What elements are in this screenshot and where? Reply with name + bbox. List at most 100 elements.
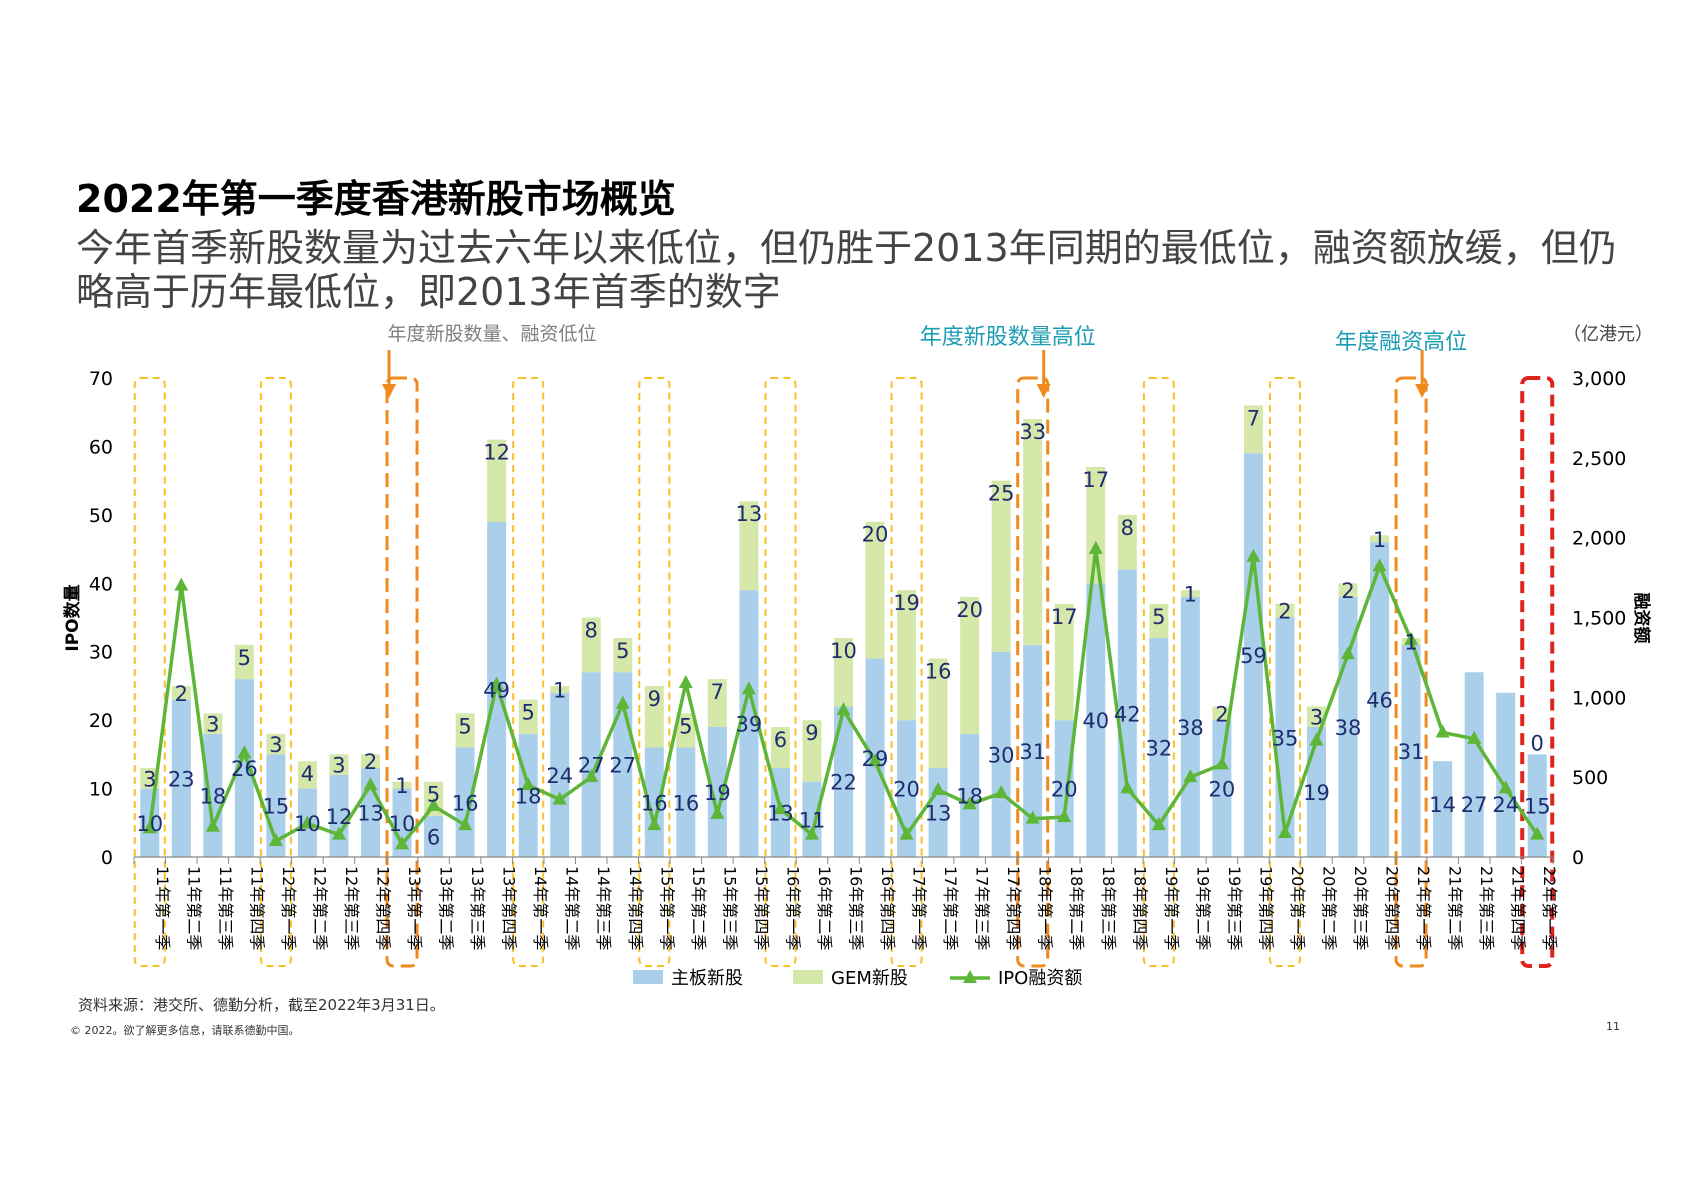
bar-gem [171,685,191,700]
main-board-value-label: 40 [1082,709,1109,733]
y2-tick-label: 1,500 [1572,608,1626,630]
ipo-amount-point [868,753,883,767]
annotation-label: 年度融资高位 [1335,330,1467,355]
ipo-amount-point [1309,732,1324,746]
x-tick-label: 12年第一季 [279,866,298,950]
gem-value-label: 7 [1247,406,1260,430]
main-board-value-label: 13 [767,802,794,826]
ipo-amount-point [836,702,851,716]
annotation-arrow-head [1036,384,1051,398]
annotation-label: 年度新股数量、融资低位 [388,323,597,345]
bar-gem [1086,466,1106,584]
bar-gem [1338,583,1358,597]
main-board-value-label: 38 [1177,716,1204,740]
bar-gem [455,713,475,748]
gem-value-label: 4 [301,762,314,786]
bar-main-board [234,679,254,857]
x-tick-label: 18年第二季 [1067,866,1086,950]
ipo-amount-point [489,676,504,690]
bar-gem [1117,514,1137,570]
gem-value-label: 1 [1184,583,1197,607]
bar-gem [1054,603,1074,721]
gem-value-label: 16 [925,660,952,684]
gem-value-label: 6 [774,728,787,752]
bar-gem [960,596,980,734]
y-tick-label: 30 [89,642,113,664]
main-board-value-label: 22 [830,771,857,795]
gem-value-label: 3 [206,713,219,737]
annotation-arrow-head [382,384,397,398]
bar-gem [234,644,254,680]
gem-value-label: 2 [175,682,188,706]
y-axis-title: IPO数量 [62,584,83,651]
gem-value-label: 10 [830,639,857,663]
bar-gem [739,501,759,591]
ipo-amount-point [1025,810,1040,824]
bar-gem [1149,603,1169,639]
main-board-value-label: 29 [862,747,889,771]
highlight-box [1016,376,1050,968]
ipo-amount-point [300,815,315,829]
bar-main-board [1054,720,1074,857]
x-tick-label: 15年第一季 [657,866,676,950]
ipo-amount-point [1435,724,1450,738]
highlight-box [638,377,671,967]
main-board-value-label: 13 [925,802,952,826]
bar-main-board [1338,596,1358,857]
bar-main-board [1023,644,1043,857]
ipo-amount-point [552,791,567,805]
ipo-amount-point [395,836,410,850]
x-tick-label: 13年第四季 [500,866,519,950]
main-board-value-label: 10 [294,812,321,836]
ipo-amount-point [584,769,599,783]
ipo-amount-point [804,826,819,840]
main-board-value-label: 27 [609,754,636,778]
y2-tick-label: 0 [1572,847,1584,869]
bar-gem [1023,419,1043,645]
bar-gem [581,617,601,673]
gem-value-label: 33 [1019,420,1046,444]
main-board-value-label: 30 [988,743,1015,767]
ipo-amount-point [678,674,693,688]
x-tick-label: 17年第四季 [1004,866,1023,950]
bar-main-board [707,726,727,857]
ipo-amount-point [1151,817,1166,831]
gem-value-label: 2 [364,750,377,774]
bar-gem [550,685,570,693]
x-tick-label: 20年第三季 [1351,866,1370,950]
gem-value-label: 3 [332,754,345,778]
bar-main-board [171,699,191,857]
ipo-amount-point [174,577,189,591]
x-tick-label: 14年第一季 [531,866,550,950]
ipo-amount-point [1088,540,1103,554]
x-tick-label: 15年第三季 [720,866,739,950]
x-tick-label: 16年第一季 [783,866,802,950]
x-tick-label: 16年第三季 [847,866,866,950]
main-board-value-label: 20 [1209,778,1236,802]
bar-gem [266,733,286,755]
ipo-amount-point [1057,809,1072,823]
x-tick-label: 21年第四季 [1509,866,1528,950]
x-tick-label: 14年第二季 [563,866,582,950]
ipo-amount-point [710,805,725,819]
ipo-amount-point [1214,756,1229,770]
x-tick-label: 17年第一季 [910,866,929,950]
annotation-arrow-head [1415,384,1430,398]
gem-value-label: 20 [862,523,889,547]
bar-main-board [1370,542,1390,857]
y2-tick-label: 500 [1572,767,1608,789]
ipo-amount-point [205,818,220,832]
highlight-box [764,377,797,967]
main-board-value-label: 26 [231,757,258,781]
main-board-value-label: 11 [799,808,826,832]
ipo-amount-point [521,777,536,791]
y2-tick-label: 1,000 [1572,687,1626,709]
main-board-value-label: 15 [1524,795,1551,819]
bar-main-board [1496,692,1516,857]
ipo-amount-point [237,745,252,759]
ipo-amount-point [1120,780,1135,794]
bar-gem [865,521,885,659]
x-tick-label: 19年第二季 [1193,866,1212,950]
x-tick-label: 18年第三季 [1099,866,1118,950]
y-tick-label: 20 [89,710,113,732]
